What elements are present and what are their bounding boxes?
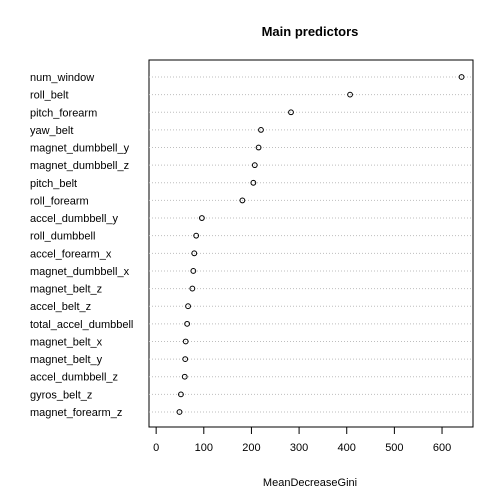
- category-label: accel_dumbbell_y: [30, 213, 119, 225]
- category-label: roll_belt: [30, 90, 69, 102]
- data-point: [178, 391, 184, 398]
- category-label: magnet_belt_z: [30, 284, 102, 296]
- category-labels: num_window roll_belt pitch_forearm yaw_belt…: [30, 72, 133, 419]
- chart-title: Main predictors: [262, 24, 359, 39]
- data-point: [185, 303, 191, 310]
- data-point: [193, 232, 200, 239]
- category-label: accel_dumbbell_z: [30, 372, 118, 384]
- data-point: [182, 356, 189, 363]
- x-tick-label: 300: [290, 442, 308, 454]
- category-label: magnet_dumbbell_x: [30, 266, 130, 278]
- category-label: magnet_forearm_z: [30, 407, 122, 419]
- category-label: roll_dumbbell: [30, 231, 95, 243]
- x-axis: 0 100 200 300 400 500 600: [153, 426, 451, 454]
- data-point: [190, 268, 197, 274]
- x-tick-label: 100: [195, 442, 213, 454]
- data-points: [176, 74, 465, 415]
- grid-lines: [149, 76, 473, 413]
- category-label: magnet_belt_x: [30, 336, 103, 348]
- x-tick-label: 400: [338, 442, 356, 454]
- category-label: accel_forearm_x: [30, 248, 112, 260]
- data-point: [191, 250, 198, 257]
- data-point: [458, 74, 465, 80]
- category-label: yaw_belt: [30, 125, 73, 137]
- data-point: [184, 320, 191, 327]
- data-point: [347, 91, 353, 98]
- data-point: [189, 285, 196, 292]
- plot-frame: [148, 59, 474, 428]
- category-label: roll_forearm: [30, 195, 89, 207]
- x-axis-label: MeanDecreaseGini: [263, 477, 357, 489]
- data-point: [255, 144, 262, 151]
- data-point: [239, 197, 246, 204]
- x-tick-label: 200: [242, 442, 260, 454]
- category-label: num_window: [30, 72, 94, 84]
- category-label: total_accel_dumbbell: [30, 319, 133, 331]
- data-point: [181, 373, 188, 380]
- data-point: [182, 338, 189, 345]
- category-label: gyros_belt_z: [30, 389, 92, 401]
- category-label: pitch_belt: [30, 178, 77, 190]
- category-label: magnet_dumbbell_y: [30, 143, 130, 155]
- category-label: accel_belt_z: [30, 301, 91, 313]
- data-point: [176, 409, 183, 415]
- x-tick-label: 0: [153, 442, 159, 454]
- category-label: magnet_dumbbell_z: [30, 160, 129, 172]
- data-point: [250, 179, 257, 186]
- category-label: magnet_belt_y: [30, 354, 103, 366]
- x-tick-label: 500: [385, 442, 403, 454]
- data-point: [251, 162, 258, 169]
- data-point: [198, 215, 205, 221]
- data-point: [288, 109, 294, 116]
- category-label: pitch_forearm: [30, 107, 97, 119]
- x-tick-label: 600: [433, 442, 451, 454]
- data-point: [258, 126, 264, 133]
